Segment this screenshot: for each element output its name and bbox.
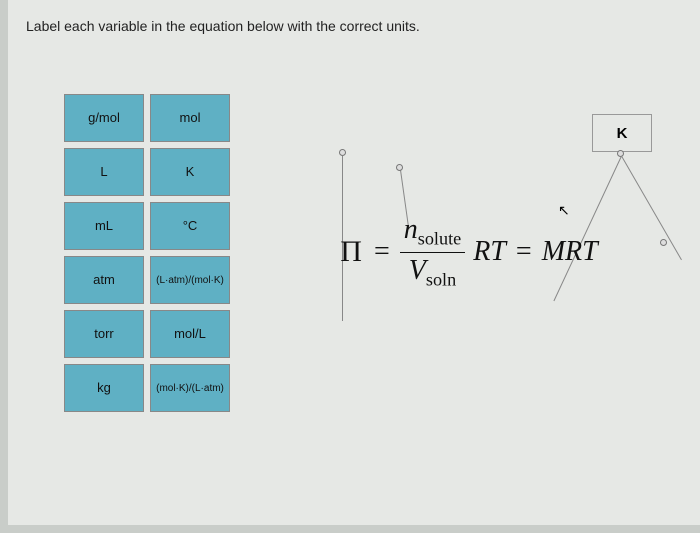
eq-n-solute[interactable]: nsolute bbox=[400, 214, 465, 250]
dropped-unit-label[interactable]: K bbox=[592, 114, 652, 152]
osmotic-pressure-equation: Π = nsolute Vsoln RT = MRT bbox=[260, 214, 682, 290]
worksheet-page: Label each variable in the equation belo… bbox=[8, 0, 700, 525]
unit-tile-degC[interactable]: °C bbox=[150, 202, 230, 250]
unit-tile-mL[interactable]: mL bbox=[64, 202, 144, 250]
eq-pi[interactable]: Π bbox=[340, 235, 368, 269]
equation-area: K ↖ Π = nsolute bbox=[260, 94, 682, 434]
unit-tile-Latm-per-molK[interactable]: (L·atm)/(mol·K) bbox=[150, 256, 230, 304]
unit-tile-L[interactable]: L bbox=[64, 148, 144, 196]
unit-tile-grid: g/mol mol L K mL °C atm (L·atm)/(mol·K) … bbox=[64, 94, 230, 412]
eq-fraction: nsolute Vsoln bbox=[400, 214, 465, 290]
unit-tile-mol-per-L[interactable]: mol/L bbox=[150, 310, 230, 358]
fraction-bar bbox=[400, 252, 465, 253]
eq-equals: = bbox=[368, 236, 396, 268]
unit-tile-kg[interactable]: kg bbox=[64, 364, 144, 412]
content-area: g/mol mol L K mL °C atm (L·atm)/(mol·K) … bbox=[26, 94, 682, 434]
unit-tile-atm[interactable]: atm bbox=[64, 256, 144, 304]
unit-tile-mol[interactable]: mol bbox=[150, 94, 230, 142]
instruction-text: Label each variable in the equation belo… bbox=[26, 18, 682, 34]
eq-n-var: n bbox=[404, 214, 418, 245]
unit-tile-K[interactable]: K bbox=[150, 148, 230, 196]
eq-MRT[interactable]: MRT bbox=[542, 236, 598, 268]
variable-anchor[interactable] bbox=[339, 149, 346, 156]
eq-n-sub: solute bbox=[418, 229, 461, 249]
variable-anchor[interactable] bbox=[396, 164, 403, 171]
unit-tile-torr[interactable]: torr bbox=[64, 310, 144, 358]
eq-equals-2: = bbox=[510, 236, 538, 268]
eq-V-sub: soln bbox=[426, 269, 456, 289]
unit-tile-molK-per-Latm[interactable]: (mol·K)/(L·atm) bbox=[150, 364, 230, 412]
eq-V-var: V bbox=[409, 255, 426, 286]
eq-V-soln[interactable]: Vsoln bbox=[405, 255, 460, 291]
unit-tile-g-per-mol[interactable]: g/mol bbox=[64, 94, 144, 142]
eq-RT[interactable]: RT bbox=[473, 236, 506, 268]
